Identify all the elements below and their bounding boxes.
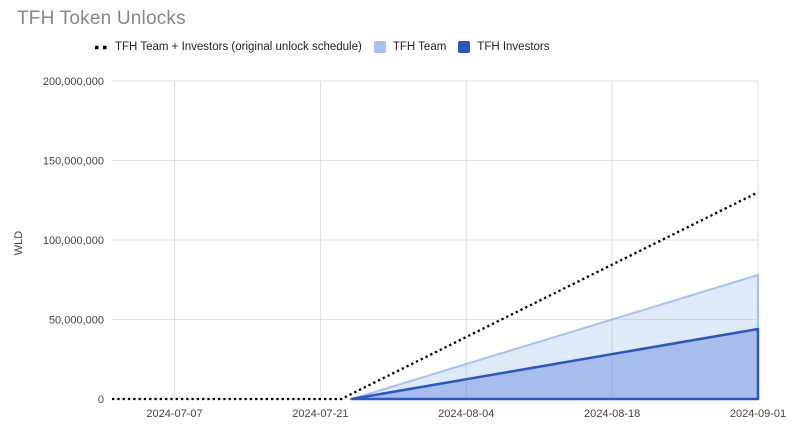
x-tick-label: 2024-08-18 [584,408,640,420]
legend-item-investors: TFH Investors [458,41,550,53]
y-tick-label: 150,000,000 [43,156,104,168]
x-tick-label: 2024-07-07 [146,408,202,420]
chart-legend: TFH Team + Investors (original unlock sc… [95,39,550,55]
y-axis-title: WLD [13,231,25,256]
x-tick-label: 2024-08-04 [438,408,494,420]
team-color-swatch-icon [373,41,386,53]
legend-item-team: TFH Team [373,41,447,53]
legend-label-original-schedule: TFH Team + Investors (original unlock sc… [115,41,362,53]
y-tick-label: 50,000,000 [49,315,104,327]
legend-label-team: TFH Team [392,41,447,53]
dotted-line-icon [95,45,108,49]
y-tick-label: 0 [98,394,104,406]
legend-label-investors: TFH Investors [477,41,550,53]
axis-labels: 0 50,000,000 100,000,000 150,000,000 200,000… [43,76,786,420]
series-tfh-team-investors-original-unlock-schedule[interactable] [112,191,759,401]
y-tick-label: 200,000,000 [43,76,104,88]
page-title: TFH Token Unlocks [17,8,186,29]
y-tick-label: 100,000,000 [43,235,104,247]
investors-color-swatch-icon [458,41,471,53]
series-tfh-investors[interactable] [350,327,760,401]
legend-item-original-schedule: TFH Team + Investors (original unlock sc… [95,41,362,53]
x-tick-label: 2024-09-01 [730,408,786,420]
series-layer [112,191,760,401]
x-tick-label: 2024-07-21 [292,408,348,420]
